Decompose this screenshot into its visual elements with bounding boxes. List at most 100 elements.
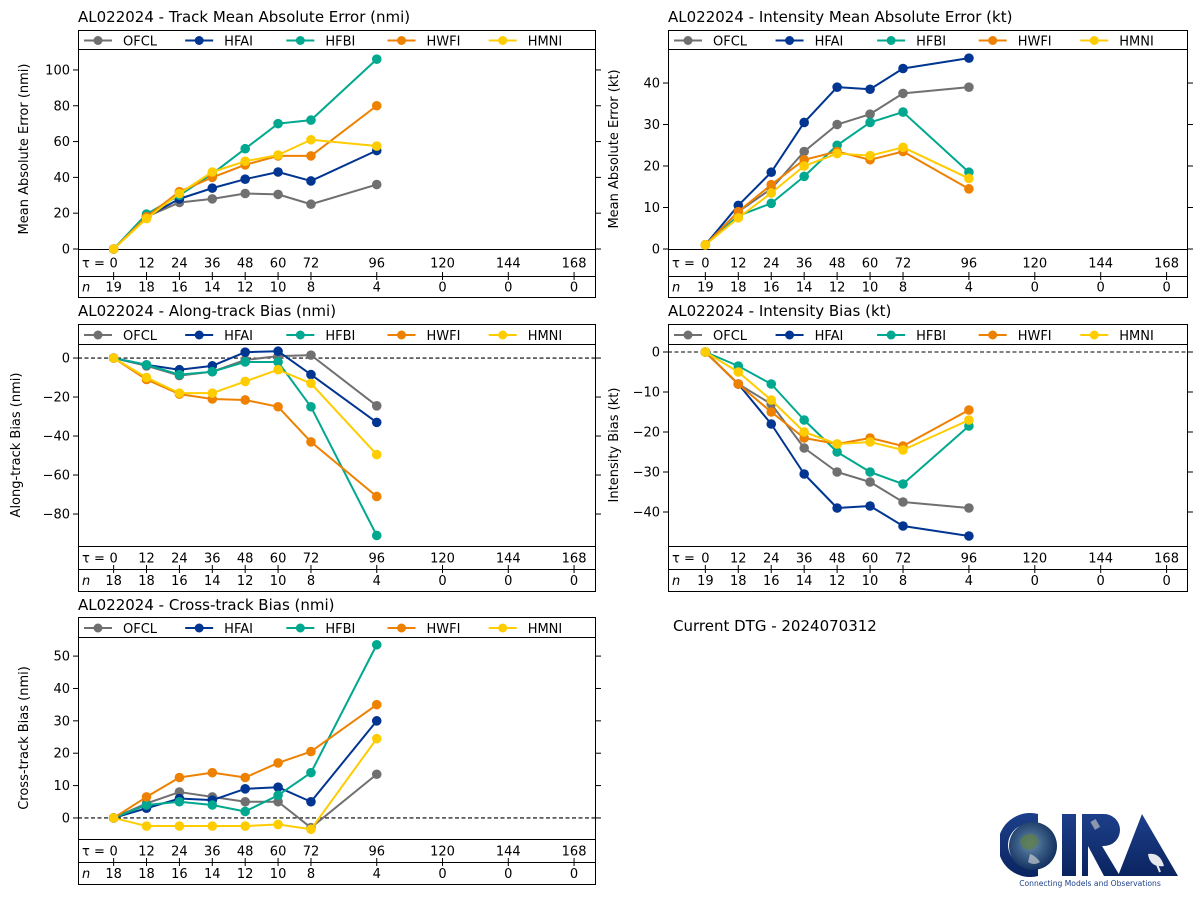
legend-item-ofcl[interactable]: OFCL: [84, 622, 158, 637]
legend-item-hfbi[interactable]: HFBI: [877, 35, 946, 50]
legend-marker: [988, 330, 998, 340]
x-tick-label: 24: [171, 552, 188, 567]
data-point: [766, 407, 777, 417]
legend-item-hwfi[interactable]: HWFI: [978, 35, 1052, 50]
legend-item-hfbi[interactable]: HFBI: [877, 329, 946, 344]
legend: OFCL HFAI HFBI HWFI HMNI: [668, 324, 1188, 345]
legend-label: HFAI: [224, 622, 253, 637]
n-count-label: 0: [504, 867, 512, 882]
legend-marker: [683, 330, 693, 340]
legend-item-hwfi[interactable]: HWFI: [387, 35, 461, 50]
legend-marker: [886, 330, 896, 340]
legend-item-hfai[interactable]: HFAI: [775, 35, 844, 50]
x-tick-label: 120: [430, 552, 455, 567]
y-tick-label: 50: [53, 650, 70, 665]
series-hfbi: [108, 54, 382, 254]
legend-marker: [1089, 330, 1099, 340]
x-tick-label: 144: [496, 845, 521, 860]
series-line: [704, 351, 970, 451]
data-point: [799, 161, 809, 171]
x-tick-label: 24: [171, 845, 188, 860]
data-point: [766, 419, 777, 429]
legend-item-ofcl[interactable]: OFCL: [674, 35, 748, 50]
data-point: [799, 469, 809, 479]
data-point: [865, 84, 875, 95]
legend-label: HFBI: [325, 35, 355, 50]
legend-item-hmni[interactable]: HMNI: [488, 329, 563, 344]
x-tick-label: 0: [109, 552, 117, 567]
legend-item-hwfi[interactable]: HWFI: [387, 329, 461, 344]
data-point: [240, 174, 250, 184]
data-point: [371, 141, 382, 151]
legend-item-hfbi[interactable]: HFBI: [286, 622, 355, 637]
n-row-frame: [668, 276, 1188, 298]
legend-label: HFBI: [325, 329, 355, 344]
n-count-label: 16: [763, 574, 780, 589]
n-count-label: 16: [171, 867, 188, 882]
x-tick-label: 12: [138, 552, 155, 567]
data-point: [865, 477, 875, 487]
x-tick-label: 48: [237, 845, 254, 860]
x-tick-label: 120: [1022, 552, 1047, 567]
data-point: [832, 82, 842, 92]
legend-item-hfai[interactable]: HFAI: [775, 329, 844, 344]
y-tick-label: −30: [633, 466, 660, 481]
legend-item-hmni[interactable]: HMNI: [488, 35, 563, 50]
n-count-label: 12: [829, 281, 846, 296]
n-count-label: 0: [1097, 574, 1105, 589]
data-point: [733, 367, 744, 377]
legend-item-ofcl[interactable]: OFCL: [674, 329, 748, 344]
chart-title: AL022024 - Cross-track Bias (nmi): [78, 596, 335, 614]
tau-label: τ =: [82, 845, 105, 860]
y-axis-label: Mean Absolute Error (kt): [607, 69, 622, 228]
legend-item-hfai[interactable]: HFAI: [185, 35, 253, 50]
legend-marker: [397, 623, 407, 633]
legend-label: HMNI: [528, 622, 563, 637]
legend-item-hfai[interactable]: HFAI: [185, 622, 253, 637]
legend-item-ofcl[interactable]: OFCL: [84, 35, 158, 50]
series-line: [112, 58, 378, 250]
y-tick-label: 40: [643, 77, 660, 92]
chart-along-track-bias: AL022024 - Along-track Bias (nmi) OFCL HFA…: [9, 302, 601, 592]
x-tick-label: 48: [237, 257, 254, 272]
tau-label: τ =: [672, 257, 695, 272]
n-count-label: 18: [105, 867, 122, 882]
y-tick-label: 20: [53, 747, 70, 762]
legend-item-hmni[interactable]: HMNI: [1080, 35, 1154, 50]
x-tick-label: 168: [562, 845, 587, 860]
legend-label: OFCL: [123, 329, 158, 344]
x-tick-label: 144: [496, 552, 521, 567]
data-point: [207, 767, 218, 778]
y-tick-label: −10: [633, 386, 660, 401]
n-count-label: 10: [862, 281, 879, 296]
series-line: [704, 351, 970, 537]
y-tick-label: −80: [43, 508, 70, 523]
legend-label: HWFI: [1018, 35, 1052, 50]
data-point: [306, 746, 316, 757]
series-line: [112, 104, 378, 250]
legend-marker: [295, 36, 305, 45]
x-tick-label: 24: [763, 552, 780, 567]
legend-item-hwfi[interactable]: HWFI: [978, 329, 1052, 344]
x-tick-label: 72: [303, 845, 320, 860]
data-point: [306, 767, 316, 778]
x-axis: 0 18 12 18 24 16 36 14 48 12 60 10 72 8 96 4 120 0 144 0 168…: [105, 552, 586, 590]
x-tick-label: 60: [270, 845, 287, 860]
data-point: [832, 119, 842, 130]
legend-item-ofcl[interactable]: OFCL: [84, 329, 158, 344]
legend-item-hfbi[interactable]: HFBI: [286, 329, 355, 344]
n-count-label: 18: [138, 867, 155, 882]
x-tick-label: 168: [1154, 257, 1179, 272]
data-point: [108, 353, 119, 363]
legend-item-hmni[interactable]: HMNI: [488, 622, 563, 637]
legend-item-hfbi[interactable]: HFBI: [286, 35, 355, 50]
legend-item-hwfi[interactable]: HWFI: [387, 622, 461, 637]
legend-item-hmni[interactable]: HMNI: [1080, 329, 1154, 344]
x-axis: 0 19 12 18 24 16 36 14 48 12 60 10 72 8 96 4 120 0 144 0 168…: [697, 257, 1179, 296]
x-tick-label: 72: [895, 552, 912, 567]
legend-item-hfai[interactable]: HFAI: [185, 329, 253, 344]
logo-letter-i: [1062, 814, 1076, 876]
data-point: [832, 447, 842, 457]
x-tick-label: 120: [430, 257, 455, 272]
